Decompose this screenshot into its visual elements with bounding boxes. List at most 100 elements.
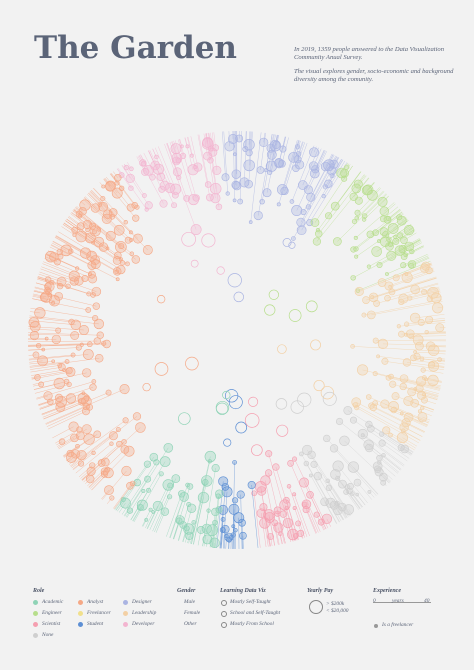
stem xyxy=(197,134,211,198)
stem xyxy=(409,290,441,299)
stem xyxy=(28,349,44,351)
stem xyxy=(68,454,82,465)
legend-title: Gender xyxy=(177,588,196,594)
legend-title: Learning Data Viz xyxy=(220,588,266,594)
stem xyxy=(39,392,84,409)
flower xyxy=(231,524,236,529)
flower xyxy=(96,331,104,339)
flower xyxy=(219,527,226,533)
stem xyxy=(223,491,228,549)
stem xyxy=(223,131,228,194)
flower xyxy=(118,185,125,191)
flower xyxy=(29,330,40,341)
flower xyxy=(324,212,333,220)
stem xyxy=(83,197,120,231)
legend-swatch xyxy=(33,600,38,605)
stem xyxy=(90,190,139,239)
flower xyxy=(291,236,296,241)
stem xyxy=(303,154,334,213)
flower xyxy=(100,470,108,478)
stem xyxy=(172,141,179,161)
flower xyxy=(339,435,350,447)
stem xyxy=(173,519,181,540)
legend-label: Scientist xyxy=(42,621,61,627)
stem xyxy=(70,429,119,467)
flower xyxy=(363,439,374,451)
stem xyxy=(91,189,114,213)
stem xyxy=(223,529,226,549)
stem xyxy=(304,504,317,534)
legend-icon xyxy=(221,600,227,606)
flower xyxy=(305,204,312,210)
stem xyxy=(406,320,446,325)
flower xyxy=(312,237,322,246)
stem xyxy=(425,378,442,383)
stem xyxy=(70,416,138,468)
stem xyxy=(383,482,387,487)
stem xyxy=(101,489,110,500)
stem xyxy=(192,480,208,545)
stem xyxy=(431,364,445,367)
stem xyxy=(357,188,381,213)
flower xyxy=(223,438,232,447)
flower xyxy=(133,478,142,487)
legend-title: Experience xyxy=(373,588,401,594)
stem xyxy=(57,428,87,447)
flower xyxy=(287,459,294,467)
stem xyxy=(118,503,126,513)
flower xyxy=(118,257,123,262)
stem xyxy=(125,510,131,518)
stem xyxy=(333,448,377,496)
stem xyxy=(42,263,75,277)
stem xyxy=(222,131,226,178)
flower xyxy=(353,478,362,487)
flower xyxy=(292,506,297,510)
stem xyxy=(28,347,79,351)
stem xyxy=(43,401,87,420)
stem xyxy=(50,244,118,280)
flower xyxy=(282,238,292,247)
stem xyxy=(392,383,439,398)
flower xyxy=(212,144,220,152)
flower xyxy=(340,168,349,178)
stem xyxy=(424,377,442,382)
stem xyxy=(270,536,273,547)
stem xyxy=(28,333,75,336)
stem xyxy=(73,209,99,230)
flower xyxy=(334,501,339,506)
flower xyxy=(350,344,355,349)
flower xyxy=(372,371,378,377)
stem xyxy=(28,344,82,347)
stem xyxy=(334,171,361,207)
stem xyxy=(126,162,132,169)
flower xyxy=(176,517,183,524)
flower xyxy=(296,217,306,227)
flower xyxy=(396,432,408,444)
flower xyxy=(306,490,314,499)
stem xyxy=(228,131,230,147)
stem xyxy=(313,148,322,167)
stem xyxy=(336,503,347,519)
flower xyxy=(384,281,394,291)
flower xyxy=(156,294,166,304)
stem xyxy=(31,370,70,378)
flower xyxy=(366,394,372,400)
stem xyxy=(298,141,303,155)
stem xyxy=(260,486,271,547)
stem xyxy=(342,506,349,517)
flower xyxy=(91,229,97,235)
garden xyxy=(28,130,447,549)
flower xyxy=(279,145,287,153)
flower xyxy=(275,398,288,410)
legend-label: Mostly From School xyxy=(230,621,274,627)
flower xyxy=(131,255,141,264)
stem xyxy=(154,147,176,196)
flower xyxy=(210,193,221,204)
stem xyxy=(145,511,154,528)
flower xyxy=(256,166,265,174)
flower xyxy=(29,321,41,332)
stem xyxy=(51,242,67,251)
stem xyxy=(52,241,71,252)
flower xyxy=(128,185,134,191)
flower xyxy=(381,357,389,365)
